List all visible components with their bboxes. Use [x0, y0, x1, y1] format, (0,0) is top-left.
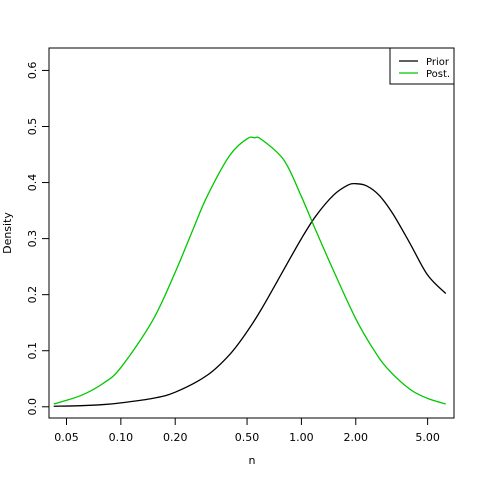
y-tick-label: 0.3 — [26, 230, 39, 248]
legend-label-prior: Prior — [426, 57, 450, 68]
x-tick-label: 0.20 — [163, 431, 188, 444]
series-line-prior — [53, 182, 447, 407]
y-tick-label: 0.2 — [26, 286, 39, 304]
series-layer — [53, 136, 447, 407]
y-axis: 0.0 0.1 0.2 0.3 0.4 0.5 0.6 — [26, 62, 50, 416]
x-tick-label: 0.10 — [109, 431, 134, 444]
x-tick-label: 0.50 — [235, 431, 260, 444]
legend: Prior Post. — [389, 47, 455, 85]
y-axis-title: Density — [1, 212, 14, 254]
x-axis: 0.05 0.10 0.20 0.50 1.00 2.00 5.00 — [54, 417, 440, 444]
x-tick-label: 1.00 — [289, 431, 314, 444]
legend-box — [389, 47, 455, 85]
y-tick-label: 0.5 — [26, 118, 39, 136]
series-line-post — [53, 136, 446, 405]
plot-frame — [48, 47, 455, 419]
y-tick-label: 0.0 — [26, 398, 39, 416]
x-tick-label: 0.05 — [54, 431, 79, 444]
legend-label-post: Post. — [426, 69, 450, 80]
y-tick-label: 0.6 — [26, 62, 39, 80]
y-tick-label: 0.1 — [26, 342, 39, 360]
x-tick-label: 5.00 — [415, 431, 440, 444]
x-axis-title: n — [249, 454, 256, 467]
x-tick-label: 2.00 — [344, 431, 369, 444]
y-tick-label: 0.4 — [26, 174, 39, 192]
